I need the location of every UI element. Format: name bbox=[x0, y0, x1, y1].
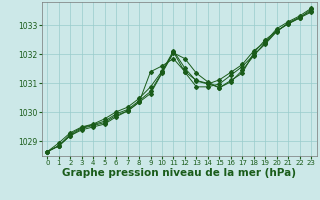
X-axis label: Graphe pression niveau de la mer (hPa): Graphe pression niveau de la mer (hPa) bbox=[62, 168, 296, 178]
